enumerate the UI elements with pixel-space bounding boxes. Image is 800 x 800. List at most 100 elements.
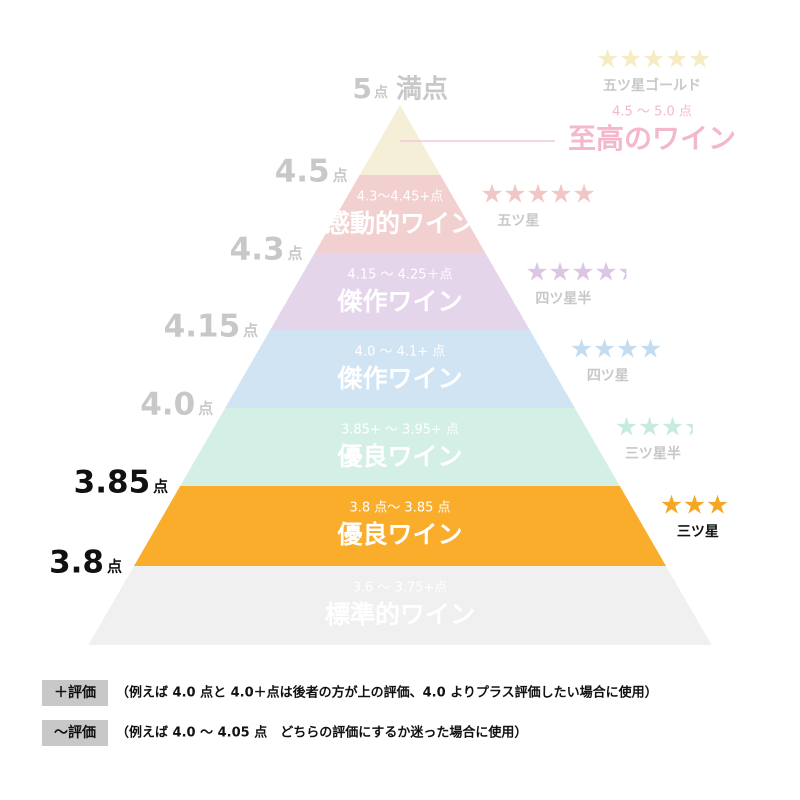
star: ★: [706, 491, 729, 521]
star-glyph: ★: [617, 258, 640, 288]
pyramid-tier: [88, 566, 712, 645]
star-glyph: ★: [688, 45, 711, 75]
star-glyph: ★: [525, 258, 548, 288]
tier-range: 3.6 〜 3.75+点: [353, 581, 448, 596]
star-glyph: ★: [572, 180, 595, 210]
star-glyph: ★: [639, 335, 662, 365]
max-suffix: 満点: [396, 74, 448, 105]
star-glyph: ★: [660, 491, 683, 521]
pyramid-tier: [314, 175, 486, 253]
star: ★: [688, 45, 711, 75]
score-unit: 点: [107, 558, 122, 576]
star-glyph: ★: [593, 335, 616, 365]
pyramid-tier: [225, 330, 575, 408]
star: ★: [684, 413, 707, 443]
legend-badge: [42, 680, 108, 706]
star-glyph: ★: [683, 491, 706, 521]
pyramid-top: [359, 105, 441, 175]
score-value: 4.0: [140, 387, 195, 423]
tier-range: 4.0 〜 4.1+ 点: [355, 345, 446, 360]
score-unit: 点: [153, 478, 168, 496]
star: ★: [549, 180, 572, 210]
star: ★: [683, 491, 706, 521]
max-unit: 点: [374, 84, 388, 101]
star: ★: [642, 45, 665, 75]
star-glyph: ★: [661, 413, 684, 443]
score-unit: 点: [333, 167, 348, 185]
star: ★: [572, 180, 595, 210]
top-range: 4.5 〜 5.0 点: [612, 105, 692, 120]
legend-text: （例えば 4.0 〜 4.05 点 どちらの評価にするか迷った場合に使用）: [116, 725, 527, 741]
tier-range: 4.3〜4.45+点: [357, 190, 444, 205]
legend-label: ＋評価: [54, 684, 96, 701]
star: ★: [638, 413, 661, 443]
star-glyph: ★: [548, 258, 571, 288]
star-glyph: ★: [596, 45, 619, 75]
score-unit: 点: [198, 400, 213, 418]
star-glyph: ★: [526, 180, 549, 210]
legend-text: （例えば 4.0 点と 4.0＋点は後者の方が上の評価、4.0 よりプラス評価し…: [116, 685, 658, 701]
tier-range: 3.8 点〜 3.85 点: [349, 501, 450, 516]
star-glyph: ★: [619, 45, 642, 75]
tier-name: 感動的ワイン: [325, 209, 475, 238]
star-glyph: ★: [570, 335, 593, 365]
score-unit: 点: [288, 245, 303, 263]
score-value: 3.85: [74, 465, 151, 501]
top-rating: 五ツ星ゴールド: [603, 77, 701, 94]
score-unit: 点: [243, 322, 258, 340]
tier-range: 4.15 〜 4.25＋点: [347, 268, 452, 283]
legend-label: 〜評価: [54, 724, 96, 741]
star: ★: [596, 45, 619, 75]
star: ★: [615, 413, 638, 443]
tier-rating: 三ツ星半: [625, 445, 681, 462]
tier-name: 傑作ワイン: [336, 364, 462, 393]
star: ★: [665, 45, 688, 75]
pyramid-tier: [134, 486, 666, 566]
star: ★: [593, 335, 616, 365]
tier-range: 3.85+ 〜 3.95+ 点: [341, 423, 459, 438]
legend-badge: [42, 720, 108, 746]
star: ★: [571, 258, 594, 288]
star: ★: [594, 258, 617, 288]
pyramid-tier: [180, 408, 620, 486]
star: ★: [661, 413, 684, 443]
star-glyph: ★: [480, 180, 503, 210]
star-glyph: ★: [549, 180, 572, 210]
score-value: 4.15: [164, 309, 241, 345]
score-value: 4.3: [230, 232, 285, 268]
tier-name: 優良ワイン: [336, 520, 462, 549]
score-value: 3.8: [49, 545, 104, 581]
max-score: 5: [353, 72, 372, 105]
tier-name: 傑作ワイン: [336, 287, 462, 316]
star-glyph: ★: [665, 45, 688, 75]
star-glyph: ★: [706, 491, 729, 521]
pyramid-tier: [270, 253, 530, 330]
star: ★: [617, 258, 640, 288]
star-glyph: ★: [571, 258, 594, 288]
star: ★: [548, 258, 571, 288]
star: ★: [525, 258, 548, 288]
star: ★: [503, 180, 526, 210]
tier-rating: 四ツ星: [587, 368, 629, 384]
tier-rating: 四ツ星半: [535, 290, 591, 307]
star-glyph: ★: [616, 335, 639, 365]
star: ★: [480, 180, 503, 210]
star-glyph: ★: [684, 413, 707, 443]
star-glyph: ★: [594, 258, 617, 288]
star: ★: [616, 335, 639, 365]
star: ★: [570, 335, 593, 365]
tier-rating: 五ツ星: [497, 213, 539, 229]
star-glyph: ★: [638, 413, 661, 443]
star-glyph: ★: [503, 180, 526, 210]
star-glyph: ★: [615, 413, 638, 443]
tier-rating: 三ツ星: [677, 524, 719, 540]
score-value: 4.5: [275, 154, 330, 190]
star: ★: [526, 180, 549, 210]
star: ★: [619, 45, 642, 75]
top-name: 至高のワイン: [568, 122, 736, 155]
tier-name: 標準的ワイン: [325, 600, 475, 629]
star-glyph: ★: [642, 45, 665, 75]
star: ★: [639, 335, 662, 365]
tier-name: 優良ワイン: [336, 442, 462, 471]
